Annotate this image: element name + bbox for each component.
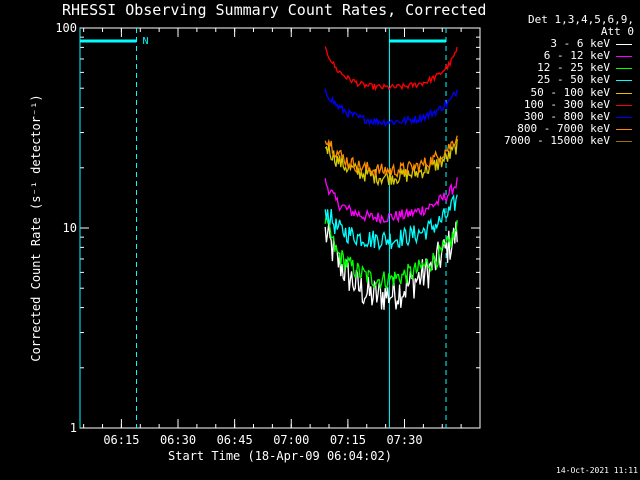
series-line [324, 138, 458, 187]
legend-item-swatch [616, 44, 632, 46]
series-line [324, 46, 458, 92]
legend-item-label: 6 - 12 keV [543, 49, 610, 63]
night-marker-label: N [142, 36, 148, 47]
legend: Det 1,3,4,5,6,9, Att 0 3 - 6 keV 6 - 12 k… [482, 13, 634, 147]
legend-item-label: 800 - 7000 keV [517, 121, 610, 135]
x-tick-label: 07:15 [330, 433, 366, 447]
x-tick-label: 07:30 [386, 433, 422, 447]
legend-item-label: 12 - 25 keV [537, 61, 610, 75]
chart-title: RHESSI Observing Summary Count Rates, Co… [62, 1, 487, 19]
y-tick-label: 10 [63, 221, 77, 235]
legend-item: 12 - 25 keV [482, 62, 634, 74]
legend-item: 7000 - 15000 keV [482, 133, 634, 147]
series-line [324, 177, 458, 224]
series-line [324, 193, 458, 251]
legend-item-swatch [616, 56, 632, 58]
x-tick-label: 06:30 [160, 433, 196, 447]
legend-item: 100 - 300 keV [482, 97, 634, 111]
y-tick-label: 1 [70, 421, 77, 435]
legend-item: 3 - 6 keV [482, 38, 634, 50]
legend-item-label: 300 - 800 keV [523, 109, 610, 123]
legend-item-label: 100 - 300 keV [523, 97, 610, 111]
legend-item-swatch [616, 128, 632, 130]
plot-frame [79, 27, 481, 429]
x-tick-label: 06:45 [217, 433, 253, 447]
y-tick-label: 100 [55, 21, 77, 35]
series-line [324, 214, 458, 291]
legend-item-swatch [616, 92, 632, 94]
legend-header-attenuator: Att 0 [600, 25, 634, 39]
x-tick-label: 07:00 [273, 433, 309, 447]
legend-item-label: 25 - 50 keV [537, 73, 610, 87]
legend-item-swatch [616, 104, 632, 106]
legend-item-swatch [616, 68, 632, 70]
legend-item: 25 - 50 keV [482, 74, 634, 86]
legend-item-swatch [616, 116, 632, 118]
legend-item: 50 - 100 keV [482, 85, 634, 99]
legend-item-swatch [616, 140, 632, 142]
legend-item: 6 - 12 keV [482, 50, 634, 62]
x-tick-label: 06:15 [103, 433, 139, 447]
legend-item-label: 7000 - 15000 keV [504, 133, 610, 147]
legend-item-label: 50 - 100 keV [530, 85, 610, 99]
legend-item: 300 - 800 keV [482, 109, 634, 123]
x-axis-label: Start Time (18-Apr-09 06:04:02) [168, 449, 392, 463]
series-line [324, 135, 458, 179]
legend-header-detectors: Det 1,3,4,5,6,9, [528, 13, 634, 26]
legend-item-swatch [616, 80, 632, 82]
y-axis-label: Corrected Count Rate (s⁻¹ detector⁻¹) [29, 94, 43, 361]
legend-item-label: 3 - 6 keV [550, 37, 610, 51]
generation-timestamp: 14-Oct-2021 11:11 [556, 466, 638, 475]
legend-item: 800 - 7000 keV [482, 121, 634, 135]
series-line [324, 88, 458, 128]
